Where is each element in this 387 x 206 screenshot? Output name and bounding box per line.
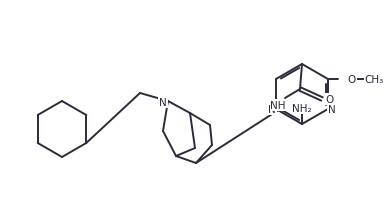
Text: NH: NH [270,101,286,110]
Text: N: N [328,104,336,115]
Text: NH₂: NH₂ [292,103,312,114]
Text: O: O [348,75,356,85]
Text: N: N [268,104,276,115]
Text: O: O [325,95,333,104]
Text: CH₃: CH₃ [364,75,384,85]
Text: N: N [159,97,167,108]
